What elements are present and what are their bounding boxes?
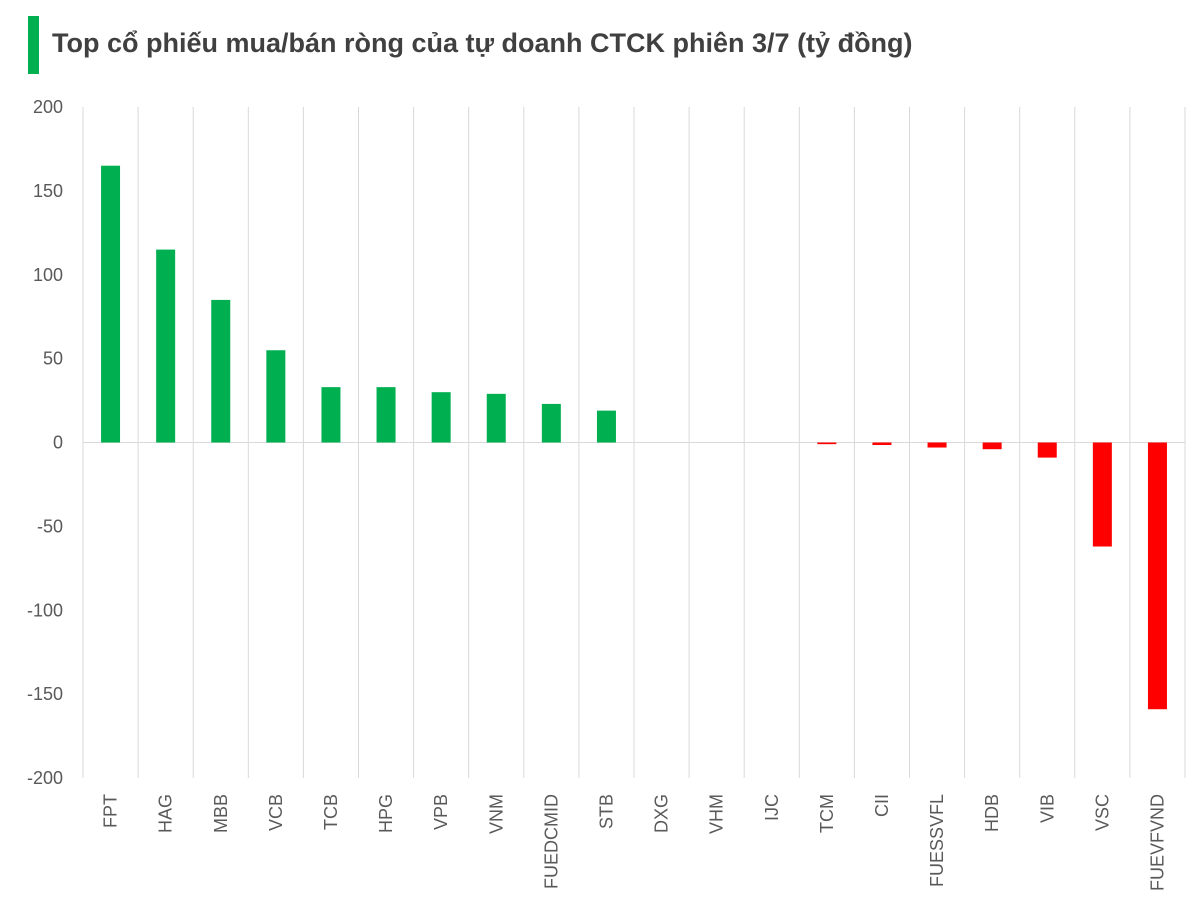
- x-tick-label: FUEDCMID: [541, 794, 561, 889]
- x-tick-label: VIB: [1037, 794, 1057, 823]
- x-tick-label: HPG: [376, 794, 396, 833]
- y-tick-label: -50: [37, 516, 63, 536]
- y-tick-label: 50: [43, 349, 63, 369]
- bar-vib: [1037, 442, 1057, 458]
- x-tick-label: IJC: [762, 794, 782, 821]
- y-tick-label: 0: [53, 433, 63, 453]
- x-axis-ticks: FPT HAG MBB VCB TCB HPG VPB VNM FUEDCMID STB DXG VH…: [101, 794, 1168, 891]
- x-tick-label: TCM: [817, 794, 837, 833]
- x-tick-label: FPT: [101, 794, 121, 828]
- chart-title: Top cổ phiếu mua/bán ròng của tự doanh C…: [52, 28, 913, 58]
- y-tick-label: 150: [33, 181, 63, 201]
- x-tick-label: TCB: [321, 794, 341, 830]
- y-axis-ticks: 200 150 100 50 0 -50 -100 -150 -200: [27, 97, 63, 788]
- bars: [101, 165, 1167, 710]
- x-tick-label: HDB: [982, 794, 1002, 832]
- bar-mbb: [211, 299, 231, 443]
- grid-lines: [82, 107, 1186, 778]
- title-accent-bar: [28, 16, 39, 74]
- x-tick-label: MBB: [211, 794, 231, 833]
- bar-tcb: [321, 387, 341, 443]
- x-tick-label: STB: [596, 794, 616, 829]
- bar-vpb: [431, 392, 451, 443]
- bar-fuedcmid: [541, 403, 561, 443]
- x-tick-label: DXG: [652, 794, 672, 833]
- bar-fuessvfl: [927, 442, 947, 448]
- y-tick-label: -100: [27, 600, 63, 620]
- x-tick-label: VHM: [707, 794, 727, 834]
- bar-tcm: [817, 442, 837, 445]
- x-tick-label: FUESSVFL: [927, 794, 947, 887]
- x-tick-label: VPB: [431, 794, 451, 830]
- bar-vsc: [1092, 442, 1112, 547]
- x-tick-label: FUEVFVND: [1147, 794, 1167, 891]
- x-tick-label: CII: [872, 794, 892, 817]
- x-tick-label: VNM: [486, 794, 506, 834]
- y-tick-label: 200: [33, 97, 63, 117]
- x-tick-label: VCB: [266, 794, 286, 831]
- bar-cii: [872, 442, 892, 446]
- y-tick-label: -200: [27, 768, 63, 788]
- bar-vcb: [266, 350, 286, 443]
- bar-fuevfvnd: [1147, 442, 1167, 710]
- bar-vnm: [486, 393, 506, 443]
- bar-hdb: [982, 442, 1002, 450]
- x-tick-label: VSC: [1092, 794, 1112, 831]
- bar-stb: [596, 410, 616, 443]
- bar-hag: [156, 249, 176, 443]
- y-tick-label: -150: [27, 684, 63, 704]
- bar-hpg: [376, 387, 396, 443]
- x-tick-label: HAG: [156, 794, 176, 833]
- y-tick-label: 100: [33, 265, 63, 285]
- bar-fpt: [101, 165, 121, 443]
